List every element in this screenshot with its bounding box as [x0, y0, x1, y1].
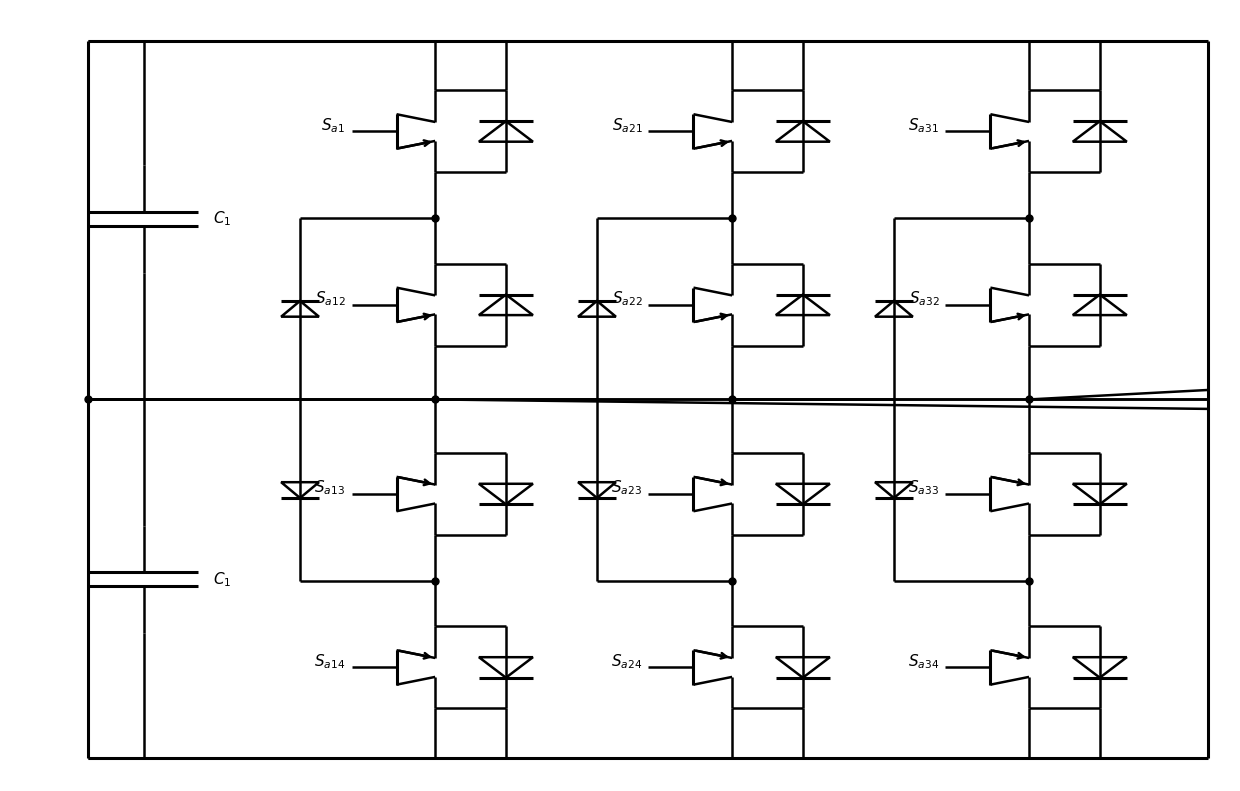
Polygon shape — [281, 301, 319, 316]
Polygon shape — [776, 657, 830, 678]
Polygon shape — [776, 294, 830, 315]
Text: $S_{a22}$: $S_{a22}$ — [611, 290, 642, 308]
Text: $S_{a1}$: $S_{a1}$ — [321, 116, 345, 134]
Polygon shape — [1073, 121, 1127, 142]
Polygon shape — [875, 301, 913, 316]
Polygon shape — [875, 483, 913, 498]
Text: $C_1$: $C_1$ — [213, 570, 232, 589]
Polygon shape — [479, 121, 533, 142]
Text: $C_1$: $C_1$ — [213, 210, 232, 229]
Polygon shape — [1073, 484, 1127, 505]
Polygon shape — [776, 121, 830, 142]
Polygon shape — [1073, 657, 1127, 678]
Polygon shape — [479, 484, 533, 505]
Polygon shape — [479, 657, 533, 678]
Text: $S_{a24}$: $S_{a24}$ — [611, 652, 642, 671]
Polygon shape — [479, 294, 533, 315]
Text: $S_{a33}$: $S_{a33}$ — [909, 479, 939, 498]
Polygon shape — [281, 483, 319, 498]
Polygon shape — [1073, 294, 1127, 315]
Polygon shape — [776, 484, 830, 505]
Text: $S_{a23}$: $S_{a23}$ — [611, 479, 642, 498]
Polygon shape — [578, 301, 616, 316]
Text: $S_{a13}$: $S_{a13}$ — [315, 479, 345, 498]
Polygon shape — [578, 483, 616, 498]
Text: $S_{a12}$: $S_{a12}$ — [315, 290, 345, 308]
Text: $S_{a31}$: $S_{a31}$ — [909, 116, 939, 134]
Text: $S_{a21}$: $S_{a21}$ — [611, 116, 642, 134]
Text: $S_{a14}$: $S_{a14}$ — [314, 652, 345, 671]
Text: $S_{a34}$: $S_{a34}$ — [908, 652, 939, 671]
Text: $S_{a32}$: $S_{a32}$ — [909, 290, 939, 308]
